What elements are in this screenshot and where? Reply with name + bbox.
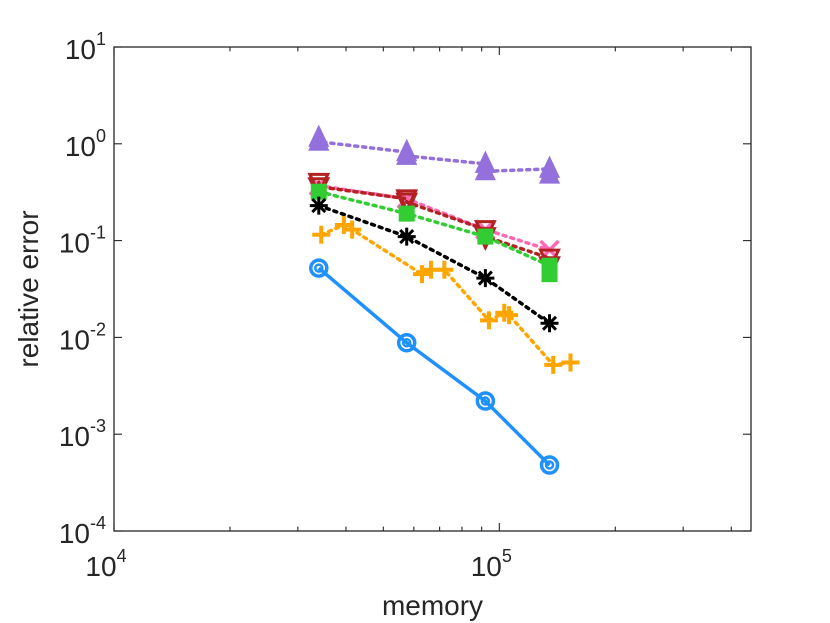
data-point — [412, 265, 431, 284]
x-tick-label: 105 — [471, 546, 512, 582]
tick-labels: 104 105 101 100 10-1 10-2 10-3 10-4 — [59, 29, 512, 582]
series-black-star — [309, 196, 559, 333]
data-point-inner — [401, 338, 412, 348]
data-point — [395, 192, 419, 217]
data-point — [308, 128, 330, 151]
data-point — [541, 266, 558, 283]
data-point — [561, 353, 580, 372]
data-point — [312, 225, 331, 244]
data-point — [477, 228, 494, 245]
data-point — [396, 333, 417, 353]
y-tick-label: 10-1 — [59, 223, 106, 259]
series-green-square — [310, 183, 558, 283]
series-purple-triangle — [308, 124, 561, 184]
data-point-inner — [480, 396, 491, 406]
y-tick-label: 10-4 — [59, 513, 106, 549]
series-line — [317, 266, 551, 467]
y-axis-label: relative error — [13, 210, 44, 367]
data-point — [539, 455, 560, 475]
x-axis-label: memory — [382, 590, 483, 621]
y-tick-label: 10-3 — [59, 416, 106, 452]
series-line — [317, 180, 552, 268]
data-point — [397, 227, 416, 246]
data-point — [500, 306, 519, 325]
data-point — [343, 220, 362, 239]
y-tick-label: 101 — [65, 29, 106, 65]
data-point — [540, 314, 559, 333]
data-point — [476, 269, 495, 288]
data-point — [475, 391, 496, 411]
data-point — [396, 142, 418, 165]
data-point-inner — [544, 460, 555, 470]
series-blue-circle — [309, 258, 560, 475]
axis-ticks — [113, 46, 751, 532]
data-point — [309, 258, 329, 278]
data-point — [479, 311, 498, 330]
axes-box — [113, 46, 752, 532]
data-point — [544, 355, 563, 374]
plot-area — [307, 124, 580, 475]
data-point — [435, 260, 454, 279]
y-tick-label: 100 — [65, 126, 106, 162]
series-line — [317, 136, 552, 177]
data-point-inner — [314, 263, 324, 273]
series-line — [317, 203, 552, 326]
x-tick-label: 104 — [85, 546, 126, 582]
data-point — [538, 161, 561, 184]
data-point — [474, 157, 496, 181]
series-orange-plus — [312, 215, 580, 374]
data-point — [309, 196, 328, 215]
y-tick-label: 10-2 — [59, 319, 106, 355]
data-point — [398, 205, 415, 222]
